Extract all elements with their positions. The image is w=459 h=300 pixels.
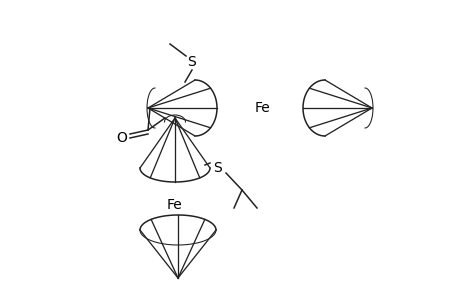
Text: Fe: Fe bbox=[255, 101, 270, 115]
Text: O: O bbox=[116, 131, 127, 145]
Text: S: S bbox=[187, 55, 196, 69]
Text: S: S bbox=[213, 161, 222, 175]
Text: Fe: Fe bbox=[167, 198, 183, 212]
